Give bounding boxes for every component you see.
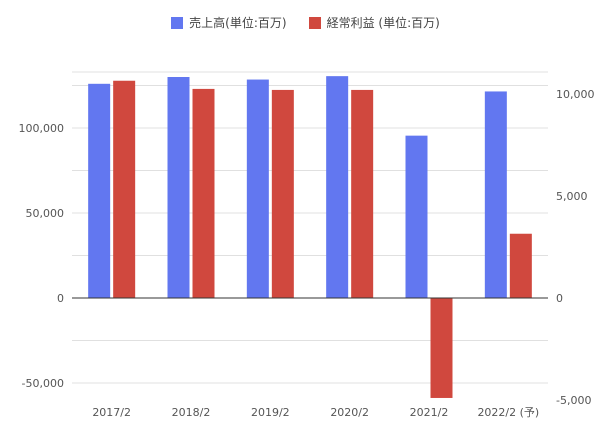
x-tick-label: 2022/2 (予)	[477, 406, 539, 419]
legend: 売上高(単位:百万) 経常利益 (単位:百万)	[0, 14, 611, 31]
legend-label-sales: 売上高(単位:百万)	[189, 16, 287, 30]
left-tick-label: 100,000	[19, 122, 65, 135]
bar-sales	[88, 83, 111, 298]
bar-sales	[484, 91, 507, 298]
bar-profit	[430, 298, 453, 398]
bar-profit	[192, 88, 215, 299]
right-tick-label: -5,000	[556, 394, 591, 407]
legend-label-profit: 経常利益 (単位:百万)	[326, 16, 440, 30]
right-tick-label: 0	[556, 292, 563, 305]
x-tick-label: 2020/2	[330, 406, 369, 419]
bar-sales	[405, 135, 428, 298]
right-tick-label: 10,000	[556, 88, 595, 101]
bar-profit	[271, 89, 294, 298]
x-tick-label: 2019/2	[251, 406, 290, 419]
x-tick-label: 2021/2	[410, 406, 449, 419]
legend-swatch-sales	[171, 16, 184, 29]
bar-profit	[113, 80, 136, 299]
left-tick-label: -50,000	[22, 377, 64, 390]
bar-sales	[167, 77, 190, 298]
x-tick-label: 2017/2	[92, 406, 131, 419]
bar-sales	[246, 79, 269, 298]
bar-sales	[326, 76, 349, 299]
legend-item-profit: 経常利益 (単位:百万)	[308, 14, 440, 31]
legend-swatch-profit	[308, 16, 321, 29]
bar-profit	[509, 233, 532, 298]
bar-profit	[351, 89, 374, 298]
x-tick-label: 2018/2	[172, 406, 211, 419]
left-tick-label: 50,000	[26, 207, 65, 220]
right-tick-label: 5,000	[556, 190, 588, 203]
left-tick-label: 0	[57, 292, 64, 305]
legend-item-sales: 売上高(単位:百万)	[171, 14, 287, 31]
